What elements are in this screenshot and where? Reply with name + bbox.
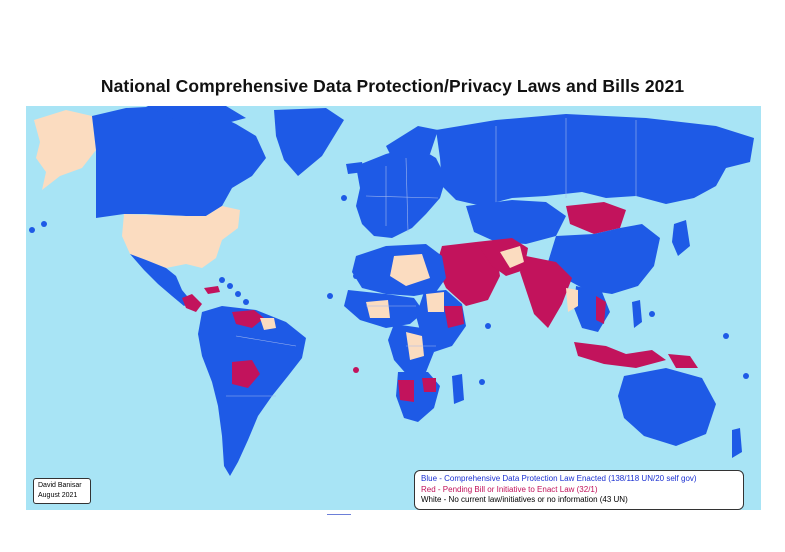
philippines <box>632 300 642 328</box>
japan <box>672 220 690 256</box>
sudan-none <box>426 292 444 312</box>
divider <box>327 514 351 515</box>
map-legend: Blue - Comprehensive Data Protection Law… <box>414 470 744 510</box>
central-asia <box>466 200 566 244</box>
island-markers <box>29 195 749 385</box>
indonesia-pending <box>574 342 666 368</box>
india-pending <box>520 256 572 328</box>
west-africa-none <box>366 300 390 318</box>
alaska <box>34 110 96 190</box>
zimbabwe-pending <box>422 378 436 392</box>
russia <box>436 114 754 206</box>
sahara-none <box>390 254 430 286</box>
south-america <box>198 306 306 476</box>
namibia-pending <box>398 380 414 402</box>
arctic-islands <box>146 106 246 126</box>
credit-author: David Banisar <box>38 482 82 489</box>
scandinavia <box>386 126 438 164</box>
australia <box>618 368 716 446</box>
venezuela-pending <box>232 310 264 328</box>
central-america-pending <box>182 294 202 312</box>
legend-white: White - No current law/initiatives or no… <box>421 495 628 504</box>
ethiopia-pending <box>444 306 464 328</box>
png-pending <box>668 354 698 368</box>
caribbean-pending <box>204 286 220 294</box>
new-zealand <box>732 428 742 458</box>
world-map <box>26 106 761 510</box>
greenland <box>274 108 344 176</box>
canada <box>92 106 266 218</box>
madagascar <box>452 374 464 404</box>
map-title: National Comprehensive Data Protection/P… <box>100 76 685 96</box>
credit-date: August 2021 <box>38 492 78 499</box>
myanmar-pending <box>566 288 578 312</box>
middle-east-none <box>500 246 524 268</box>
legend-red: Red - Pending Bill or Initiative to Enac… <box>421 484 598 494</box>
bolivia-pending <box>232 360 260 388</box>
mongolia-pending <box>566 202 626 234</box>
united-states <box>122 206 240 268</box>
country-borders <box>226 118 637 397</box>
author-credit: David Banisar August 2021 <box>33 478 91 504</box>
legend-blue: Blue - Comprehensive Data Protection Law… <box>421 474 697 483</box>
china <box>548 224 660 294</box>
mexico <box>130 254 192 306</box>
vietnam-pending <box>596 296 606 324</box>
middle-east-pending <box>436 242 500 306</box>
europe <box>356 146 446 238</box>
guianas-none <box>260 318 276 330</box>
